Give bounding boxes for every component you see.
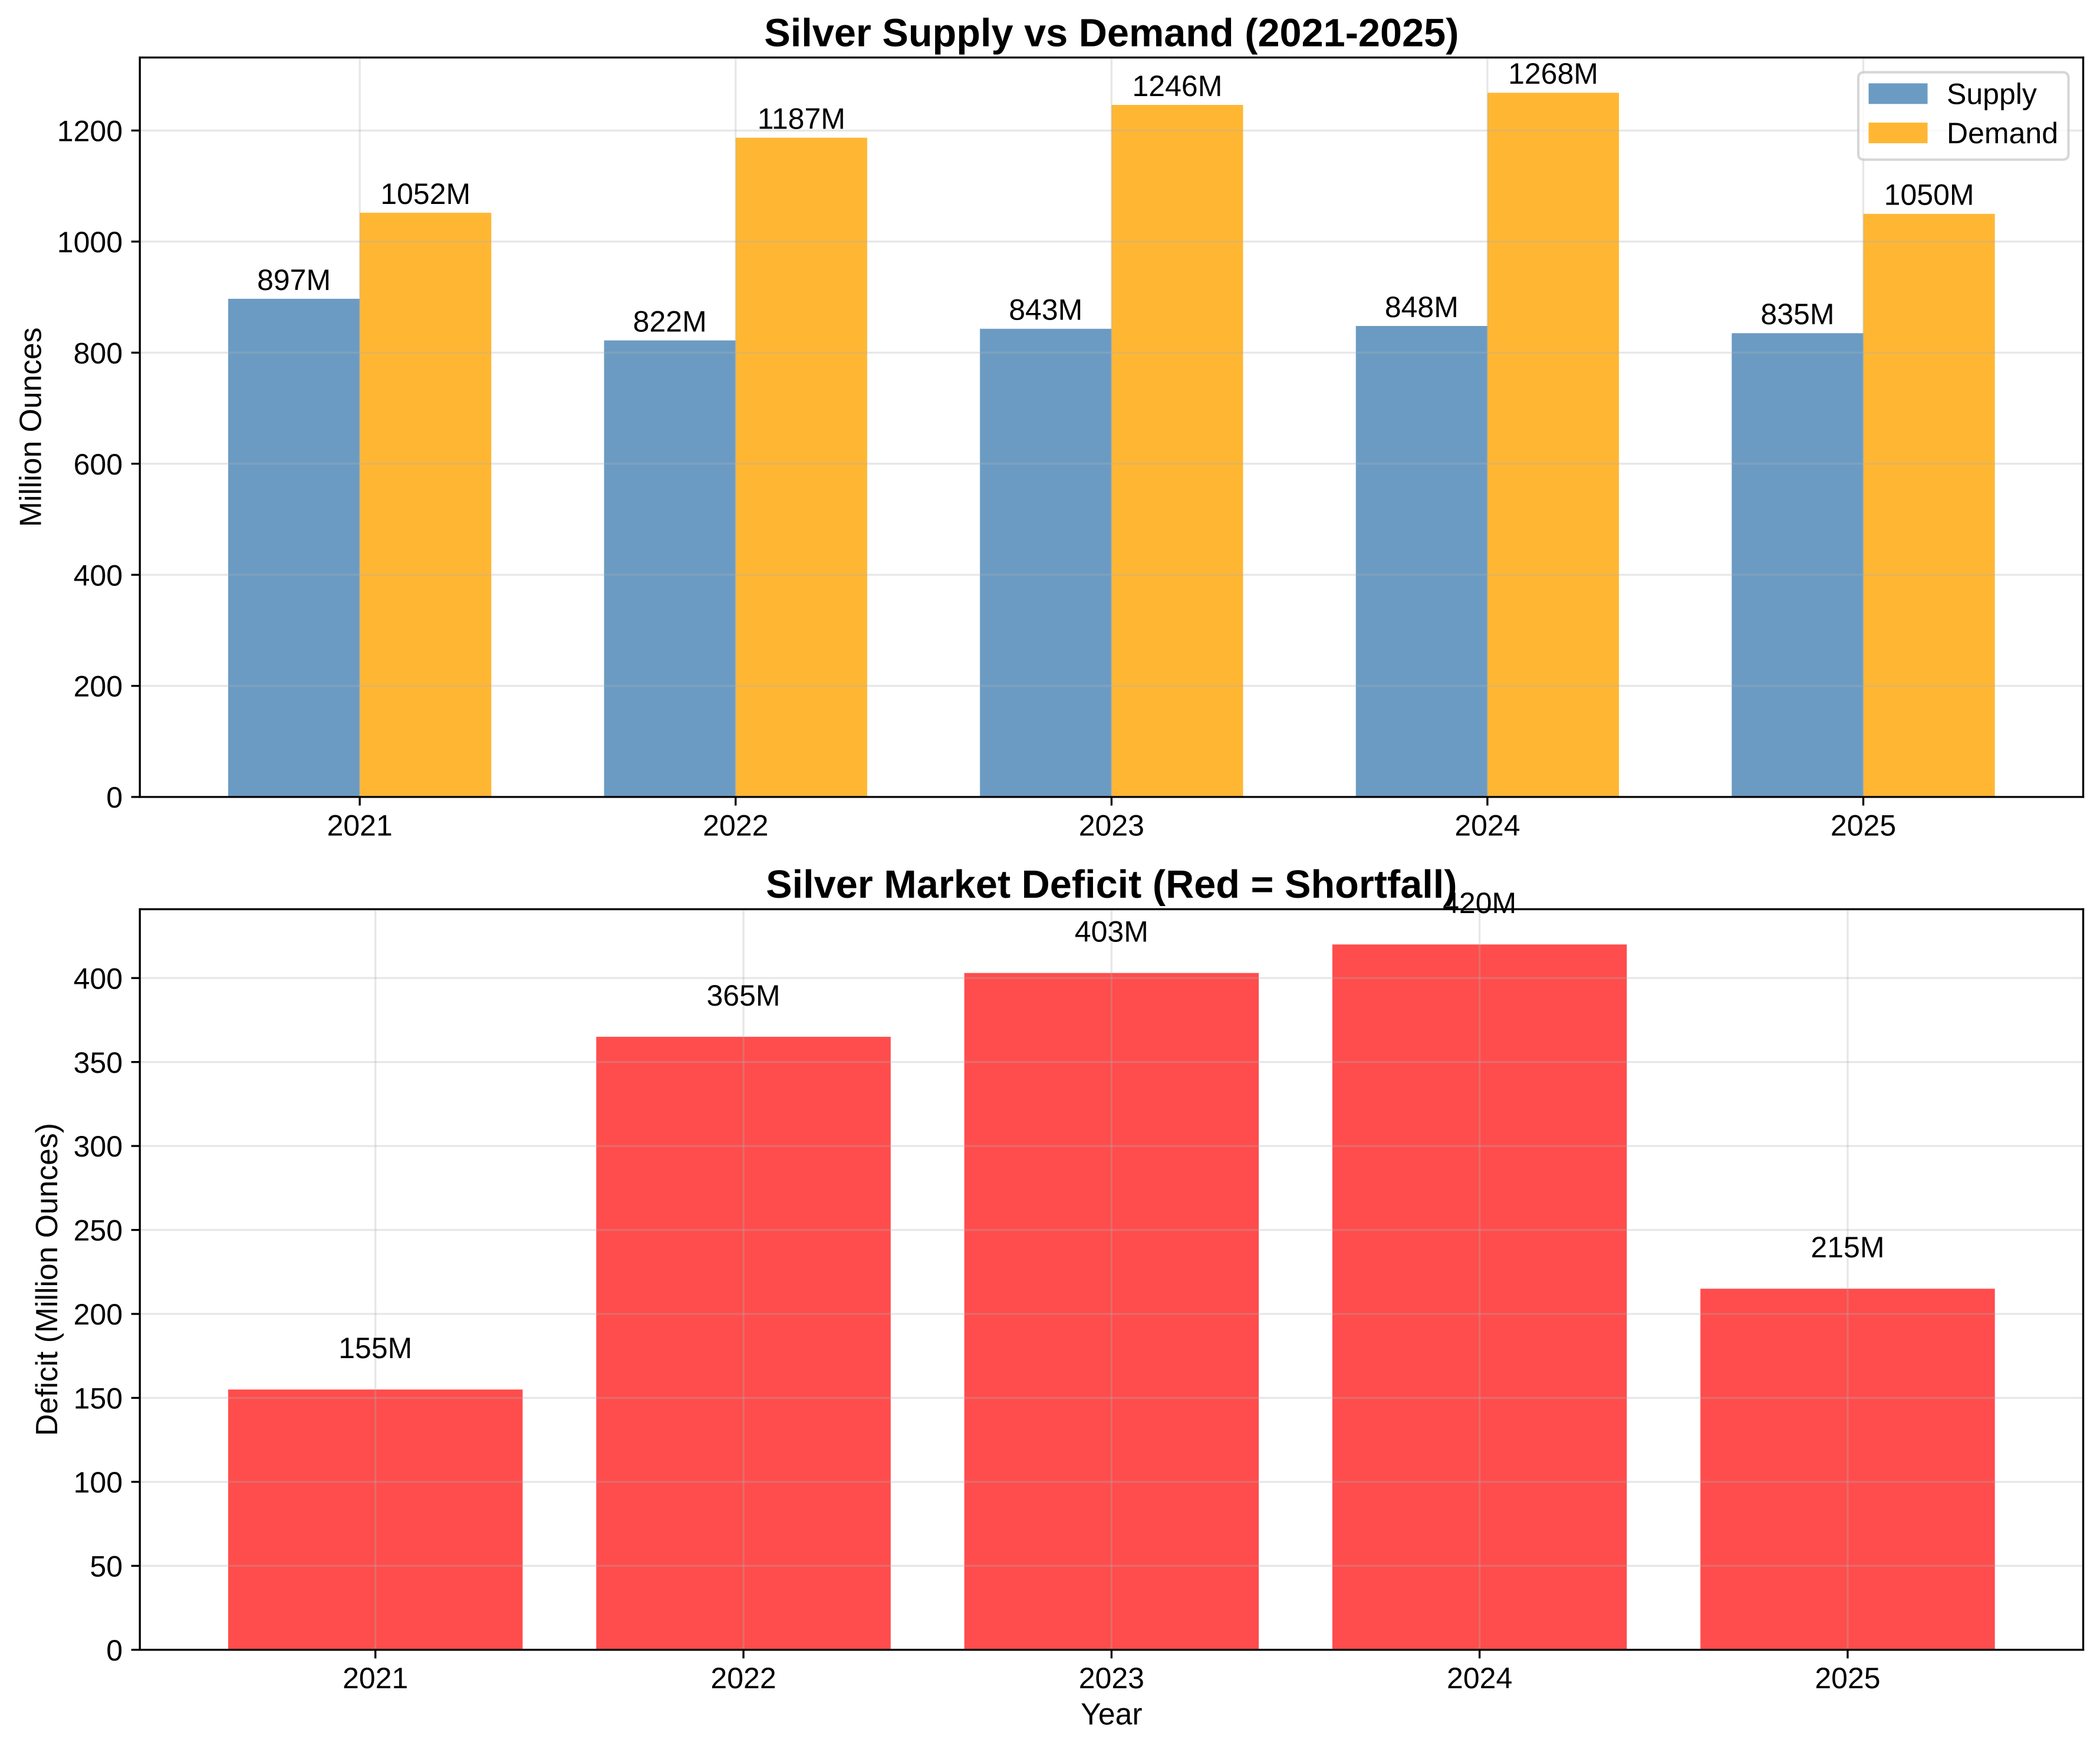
svg-text:Year: Year xyxy=(1081,1696,1142,1731)
svg-text:0: 0 xyxy=(106,1634,123,1667)
svg-text:300: 300 xyxy=(74,1130,123,1163)
svg-text:1187M: 1187M xyxy=(758,103,845,136)
svg-text:600: 600 xyxy=(74,448,123,481)
svg-text:403M: 403M xyxy=(1075,915,1148,948)
svg-text:Million Ounces: Million Ounces xyxy=(13,327,47,527)
svg-text:2025: 2025 xyxy=(1831,809,1896,842)
svg-text:2024: 2024 xyxy=(1447,1662,1512,1695)
svg-text:2022: 2022 xyxy=(703,809,768,842)
svg-text:Supply: Supply xyxy=(1947,77,2037,110)
svg-text:50: 50 xyxy=(90,1550,123,1583)
svg-text:150: 150 xyxy=(74,1382,123,1415)
svg-text:400: 400 xyxy=(74,559,123,592)
svg-text:Silver Supply vs Demand (2021-: Silver Supply vs Demand (2021-2025) xyxy=(764,11,1459,55)
svg-text:897M: 897M xyxy=(257,263,331,297)
svg-text:835M: 835M xyxy=(1760,298,1834,331)
svg-text:843M: 843M xyxy=(1009,294,1082,327)
svg-text:2021: 2021 xyxy=(327,809,393,842)
svg-text:100: 100 xyxy=(74,1466,123,1499)
svg-text:0: 0 xyxy=(106,781,123,814)
svg-text:200: 200 xyxy=(74,1298,123,1331)
svg-text:2022: 2022 xyxy=(710,1662,776,1695)
svg-text:155M: 155M xyxy=(338,1332,412,1365)
svg-text:350: 350 xyxy=(74,1046,123,1079)
svg-text:1000: 1000 xyxy=(57,226,123,259)
svg-text:420M: 420M xyxy=(1443,887,1516,920)
svg-text:250: 250 xyxy=(74,1214,123,1247)
svg-text:1200: 1200 xyxy=(57,115,123,148)
svg-text:200: 200 xyxy=(74,670,123,703)
svg-text:365M: 365M xyxy=(707,979,781,1012)
svg-text:Demand: Demand xyxy=(1947,117,2058,150)
svg-text:848M: 848M xyxy=(1385,291,1459,324)
svg-text:822M: 822M xyxy=(633,305,707,338)
svg-text:2023: 2023 xyxy=(1079,1662,1144,1695)
svg-text:215M: 215M xyxy=(1811,1231,1884,1264)
svg-text:2025: 2025 xyxy=(1815,1662,1880,1695)
svg-text:2023: 2023 xyxy=(1079,809,1144,842)
svg-text:2021: 2021 xyxy=(343,1662,408,1695)
svg-text:1050M: 1050M xyxy=(1884,179,1974,212)
svg-text:1052M: 1052M xyxy=(380,177,470,210)
svg-text:2024: 2024 xyxy=(1454,809,1520,842)
svg-text:1268M: 1268M xyxy=(1508,57,1598,90)
svg-text:1246M: 1246M xyxy=(1132,70,1222,103)
svg-text:Deficit (Million Ounces): Deficit (Million Ounces) xyxy=(29,1123,64,1436)
svg-text:Silver Market Deficit (Red = S: Silver Market Deficit (Red = Shortfall) xyxy=(766,863,1457,907)
svg-text:400: 400 xyxy=(74,962,123,995)
svg-text:800: 800 xyxy=(74,337,123,370)
